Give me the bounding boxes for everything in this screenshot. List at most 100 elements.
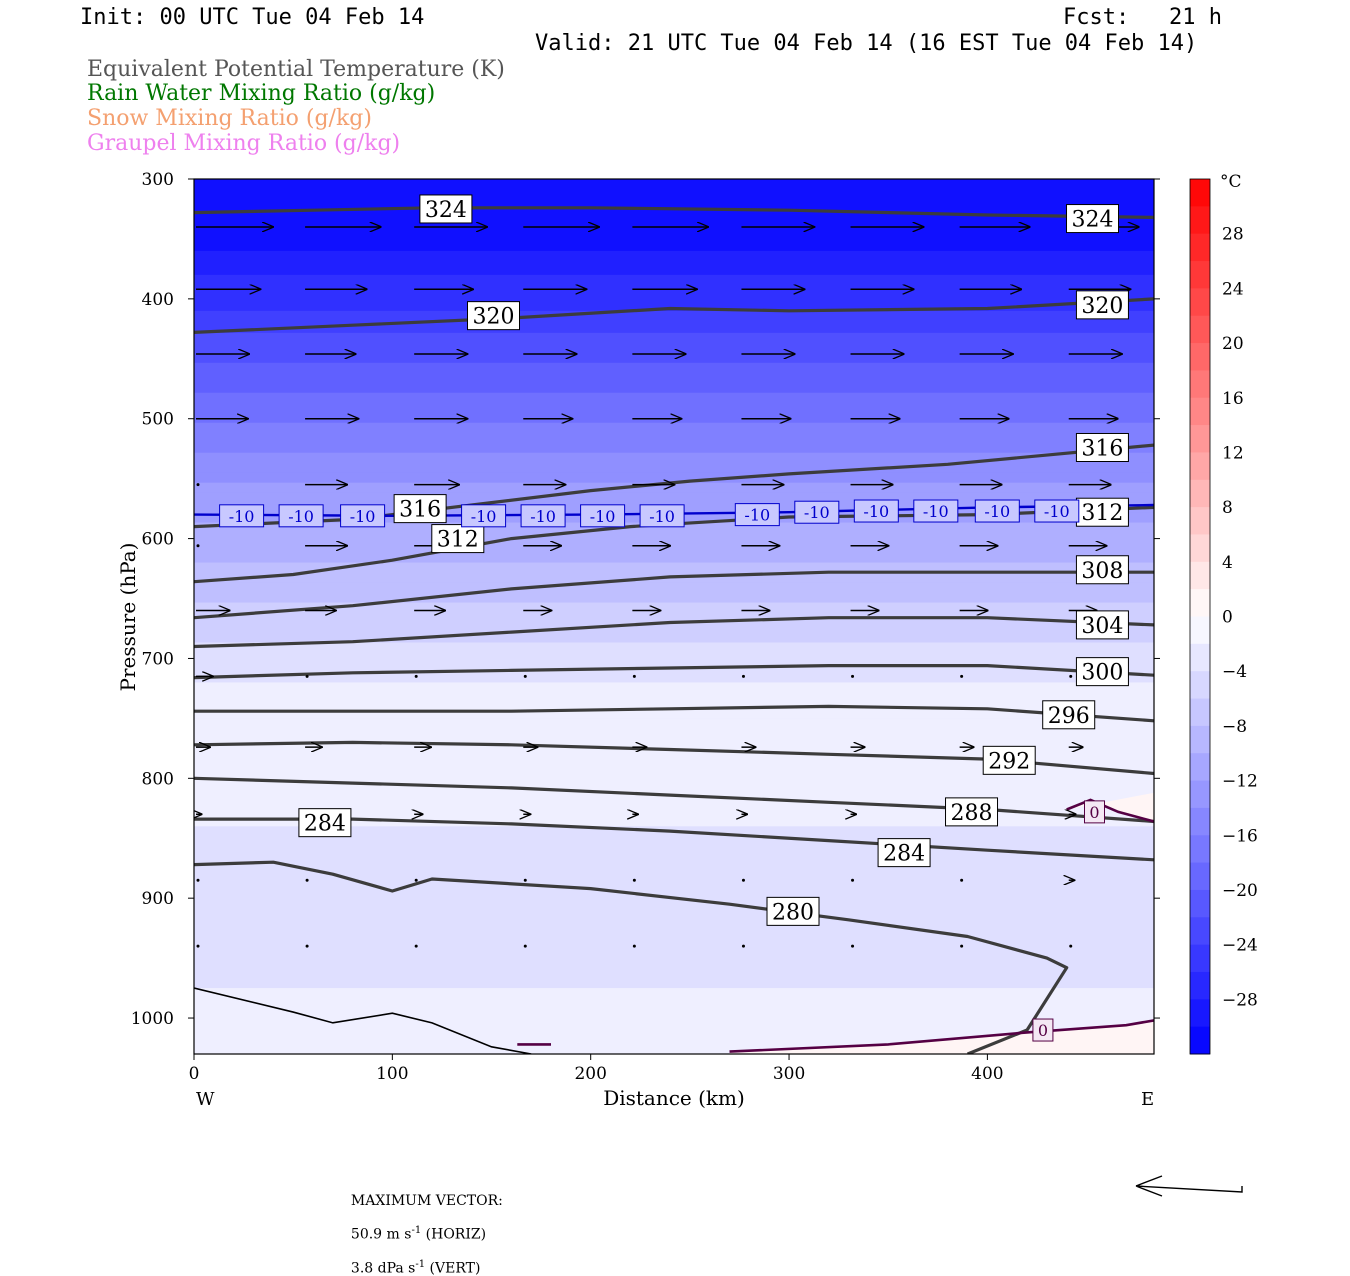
colorbar-segment [1190, 944, 1210, 973]
temp-label-box [1034, 499, 1080, 523]
temp-label-text: -10 [530, 507, 556, 526]
temp-label-text: -10 [288, 507, 314, 526]
wind-vector-dot [741, 674, 745, 678]
temperature-band [194, 262, 1154, 276]
temperature-band [194, 592, 1154, 604]
horiz-value: 50.9 m s [350, 1226, 412, 1243]
temperature-band [194, 642, 1154, 654]
theta-e-label-text: 300 [1081, 661, 1123, 686]
theta-e-label-box [1075, 555, 1129, 585]
theta-e-label-text: 320 [1081, 294, 1123, 319]
theta-e-296-line [194, 704, 1154, 723]
legend-snow: Snow Mixing Ratio (g/kg) [87, 106, 372, 131]
isotherm-zero-line-1 [729, 1019, 1154, 1053]
reference-vector [1135, 1175, 1243, 1197]
temperature-band [194, 362, 1154, 374]
theta-e-label: 316 [393, 494, 447, 524]
theta-e-label-text: 292 [988, 749, 1030, 774]
legend-rain: Rain Water Mixing Ratio (g/kg) [87, 81, 436, 106]
theta-e-label-box [877, 838, 931, 868]
temp-label-text: -10 [744, 506, 770, 525]
wind-vector-dot [523, 944, 527, 948]
wind-vector-dot [960, 878, 964, 882]
colorbar-segment [1190, 862, 1210, 891]
theta-e-label-text: 316 [399, 498, 441, 523]
temperature-band [194, 602, 1154, 614]
colorbar-tick-label: 4 [1222, 553, 1233, 573]
temp-label-text: -10 [590, 507, 616, 526]
temperature-band [194, 612, 1154, 624]
temperature-band [194, 402, 1154, 414]
cross-section-chart: 324 324 320 320 316 316 312 312 308 304 300 296 292 2… [116, 170, 1258, 1110]
temperature-band [194, 332, 1154, 344]
forecast-hour: Fcst: 21 h [1063, 5, 1222, 30]
temp-label-box [734, 503, 780, 527]
x-right-label: E [1141, 1089, 1154, 1110]
theta-e-label-box [1075, 432, 1129, 462]
theta-e-label-box [766, 896, 820, 926]
theta-e-label: 320 [467, 301, 521, 331]
temp-label-text: 0 [1089, 803, 1099, 822]
vert-unit: (VERT) [425, 1260, 481, 1276]
colorbar-segment [1190, 971, 1210, 1000]
colorbar-segment [1190, 917, 1210, 946]
temperature-band [194, 462, 1154, 474]
wind-vector-dot [414, 878, 418, 882]
theta-e-label-box [431, 524, 485, 554]
colorbar-segment [1190, 479, 1210, 508]
colorbar-tick-label: 12 [1222, 443, 1244, 463]
wind-vector-dot [851, 944, 855, 948]
wind-vector-dot [523, 674, 527, 678]
theta-e-label-text: 288 [951, 801, 993, 826]
temp-label: -10 [219, 504, 265, 528]
temperature-band [194, 179, 1154, 192]
temperature-band [194, 928, 1154, 939]
theta-e-label: 320 [1075, 290, 1129, 320]
theta-e-label-text: 316 [1081, 436, 1123, 461]
temperature-band [194, 874, 1154, 887]
temp-label-box [974, 499, 1020, 523]
colorbar-segment [1190, 807, 1210, 836]
temperature-band [194, 442, 1154, 454]
temperature-band [194, 718, 1154, 731]
theta-e-label-box [1075, 497, 1129, 527]
temperature-band [194, 978, 1154, 989]
theta-e-label-text: 284 [304, 812, 346, 837]
wind-vector-dot [632, 674, 636, 678]
temp-label: -10 [1034, 499, 1080, 523]
temperature-band [194, 562, 1154, 574]
wind-vector-dot [196, 944, 200, 948]
temp-label-box [853, 499, 899, 523]
temperature-band [194, 552, 1154, 564]
theta-e-label-box [1042, 700, 1096, 730]
colorbar-tick-label: 28 [1222, 225, 1244, 245]
temperature-band [194, 632, 1154, 644]
theta-e-label-text: 320 [473, 305, 515, 330]
colorbar-tick-label: −20 [1222, 881, 1258, 901]
valid-time: Valid: 21 UTC Tue 04 Feb 14 (16 EST Tue … [535, 31, 1198, 56]
x-tick-label: 100 [376, 1064, 408, 1084]
theta-e-label-text: 324 [425, 198, 467, 223]
theta-e-label-box [1066, 204, 1120, 234]
temp-label-text: -10 [1044, 502, 1070, 521]
temperature-band [194, 582, 1154, 594]
x-tick-label: 0 [189, 1064, 200, 1084]
wind-vector-dot [196, 544, 200, 548]
temperature-band [194, 382, 1154, 394]
terrain-line [194, 987, 532, 1054]
temp-label: -10 [461, 504, 507, 528]
theta-e-304-line [194, 616, 1154, 649]
colorbar-segment [1190, 507, 1210, 535]
theta-e-label: 312 [431, 524, 485, 554]
temp-label-box [639, 504, 685, 528]
colorbar-segment [1190, 206, 1210, 235]
y-tick-label: 800 [142, 769, 174, 789]
temp-label-text: -10 [863, 502, 889, 521]
colorbar-segment [1190, 315, 1210, 344]
theta-e-label-box [1075, 290, 1129, 320]
y-tick-label: 400 [142, 290, 174, 310]
colorbar-tick-label: 20 [1222, 334, 1244, 354]
temp-label: -10 [278, 504, 324, 528]
temp-label: -10 [520, 504, 566, 528]
temp-label: -10 [853, 499, 899, 523]
